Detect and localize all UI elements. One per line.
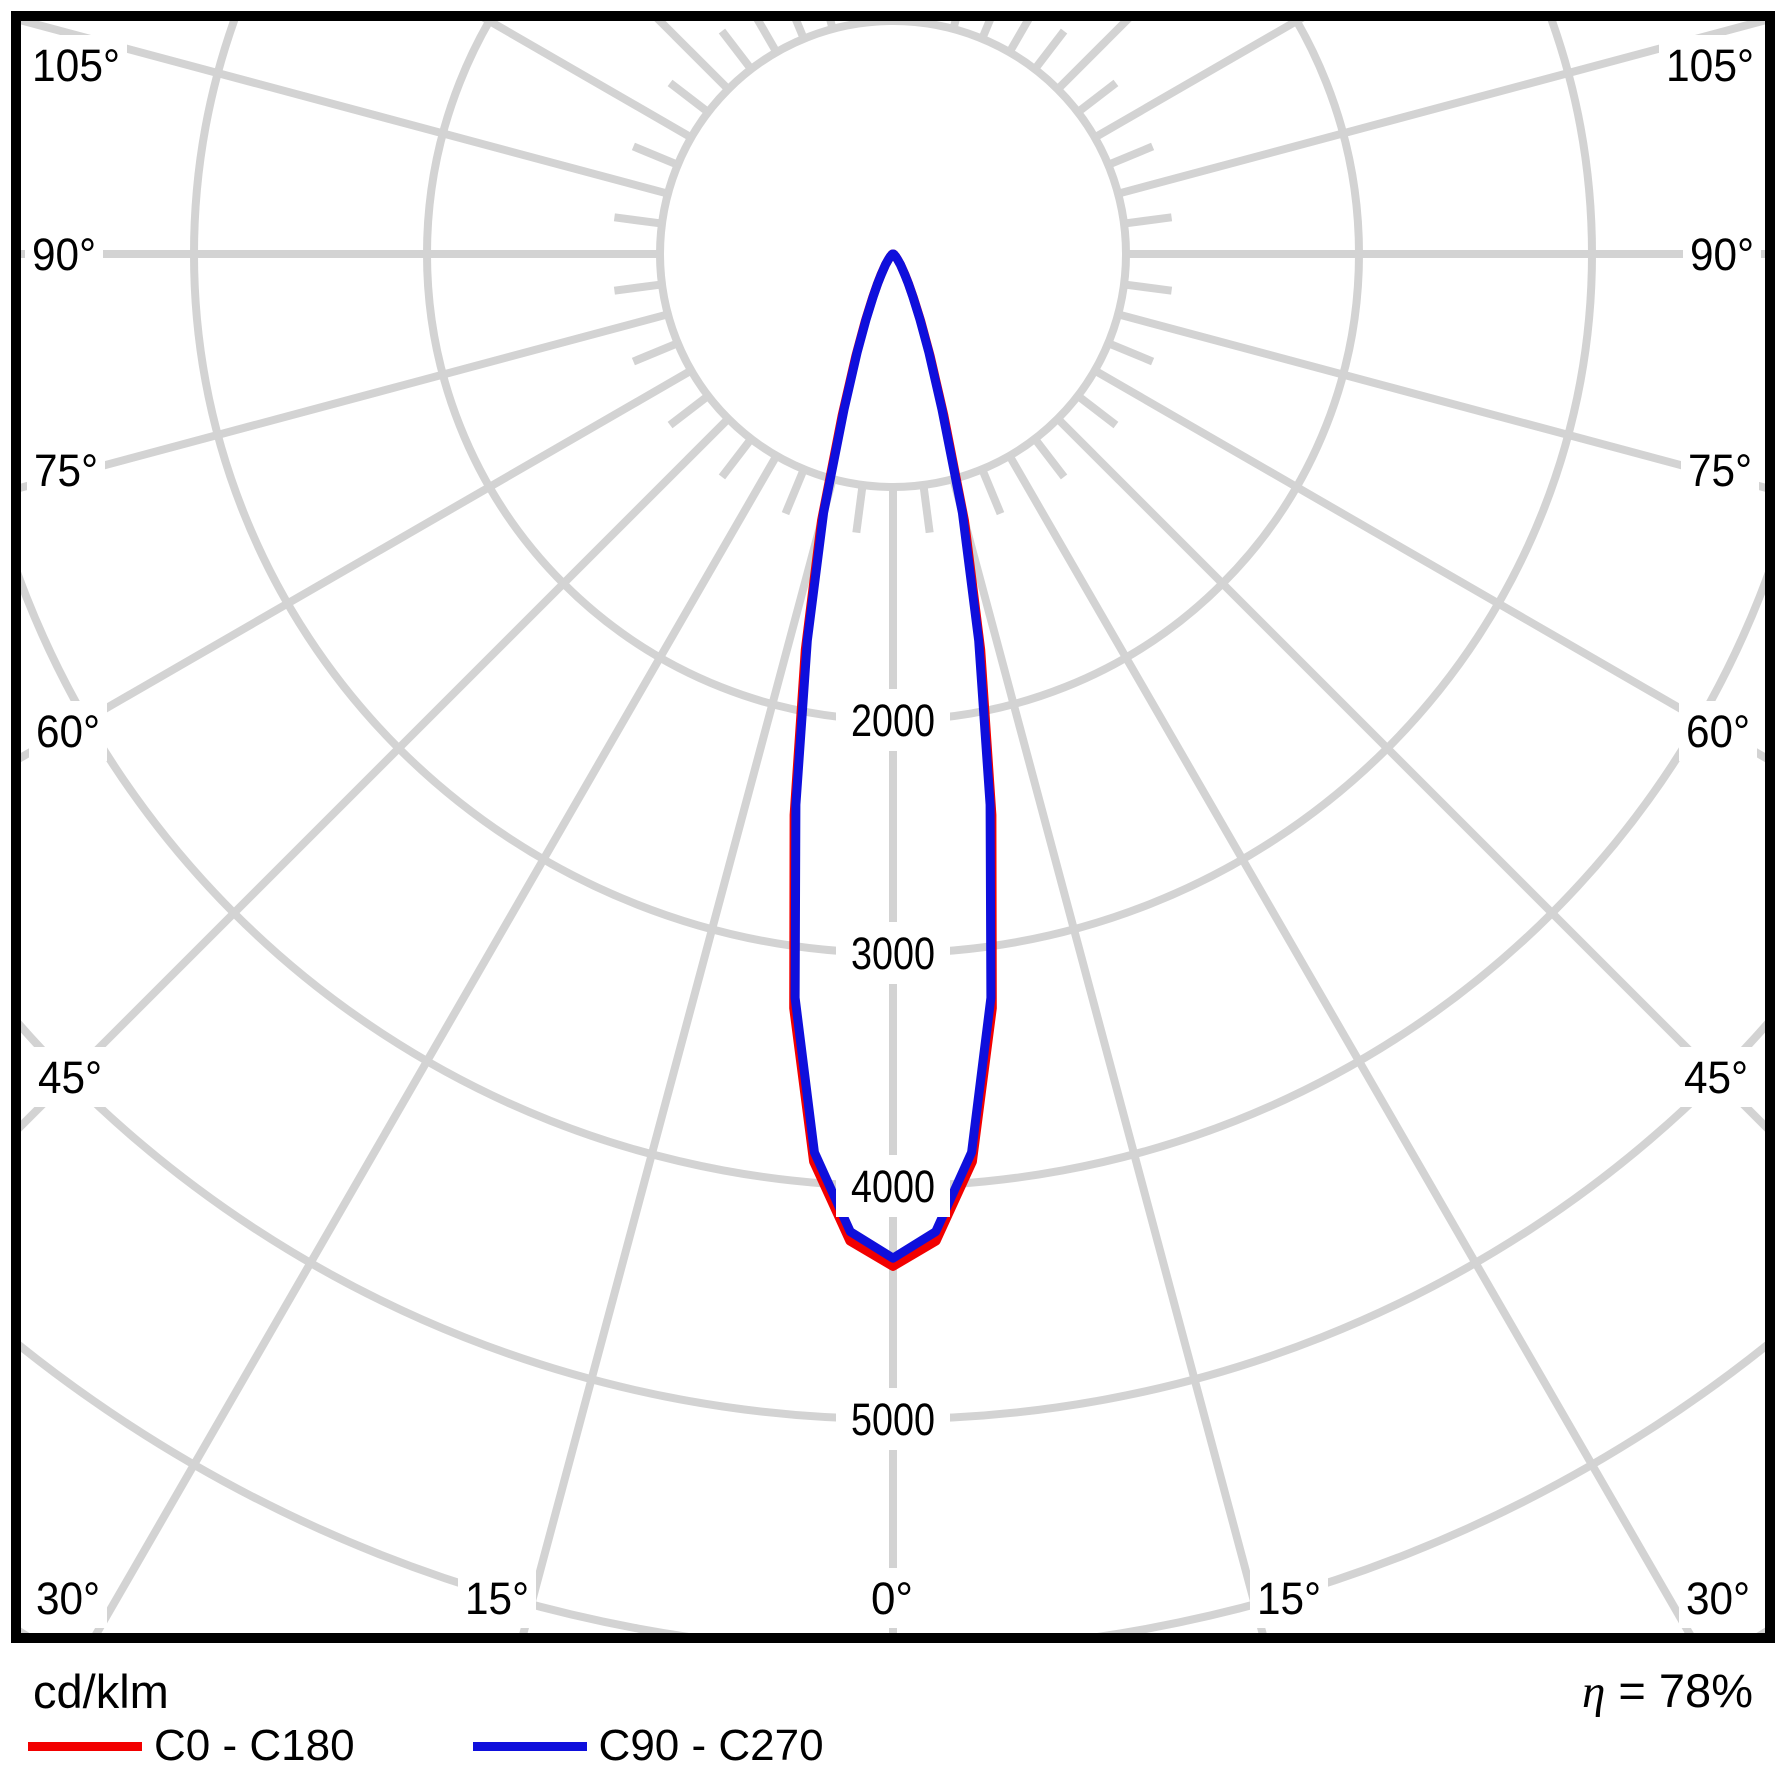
c0-c180-legend-line [28, 1742, 142, 1751]
angle-label-left-45°: 45° [38, 1052, 102, 1103]
minor-tick [1035, 31, 1064, 69]
minor-tick [1108, 343, 1152, 361]
minor-tick [1124, 284, 1172, 290]
c90-c270-legend-label: C90 - C270 [599, 1721, 824, 1771]
eta-value: = 78% [1605, 1664, 1753, 1717]
minor-tick [633, 343, 677, 361]
minor-tick [1078, 396, 1116, 425]
angle-label-bottom-2: 0° [871, 1573, 913, 1624]
spoke-75 [1118, 314, 1786, 720]
spoke-105 [1118, 0, 1786, 194]
angle-label-right-75°: 75° [1688, 445, 1752, 496]
spoke-315 [0, 419, 728, 1527]
minor-tick [633, 146, 677, 164]
ring-label-4000: 4000 [851, 1161, 935, 1212]
minor-tick [722, 439, 751, 477]
angle-label-bottom-0: 30° [36, 1573, 100, 1624]
angle-label-right-105°: 105° [1666, 40, 1754, 91]
spoke-285 [0, 314, 668, 720]
minor-tick [1035, 439, 1064, 477]
minor-tick [670, 83, 708, 112]
minor-tick [614, 217, 662, 223]
angle-label-right-45°: 45° [1684, 1052, 1748, 1103]
angle-label-bottom-3: 15° [1257, 1573, 1321, 1624]
minor-tick [670, 396, 708, 425]
ring-label-2000: 2000 [851, 695, 935, 746]
legend: C0 - C180 C90 - C270 [28, 1722, 942, 1770]
c0-c180-legend-label: C0 - C180 [154, 1721, 355, 1771]
minor-tick [856, 485, 862, 533]
efficiency-label: η = 78% [1582, 1663, 1753, 1719]
ring-label-3000: 3000 [851, 928, 935, 979]
unit-label: cd/klm [33, 1664, 169, 1719]
angle-label-bottom-4: 30° [1686, 1573, 1750, 1624]
minor-tick [614, 284, 662, 290]
minor-tick [982, 469, 1000, 513]
eta-symbol: η [1582, 1666, 1605, 1718]
minor-tick [1108, 146, 1152, 164]
angle-label-left-90°: 90° [32, 229, 96, 280]
angle-label-bottom-1: 15° [465, 1573, 529, 1624]
c90-c270-legend-line [473, 1742, 587, 1751]
minor-tick [923, 485, 929, 533]
minor-tick [785, 469, 803, 513]
minor-tick [1124, 217, 1172, 223]
angle-label-left-60°: 60° [36, 706, 100, 757]
angle-label-left-105°: 105° [32, 40, 120, 91]
spoke-255 [0, 0, 668, 194]
angle-label-left-75°: 75° [34, 445, 98, 496]
angle-label-right-60°: 60° [1686, 706, 1750, 757]
minor-tick [1078, 83, 1116, 112]
angle-label-right-90°: 90° [1690, 229, 1754, 280]
minor-tick [722, 31, 751, 69]
ring-label-5000: 5000 [851, 1394, 935, 1445]
spoke-45 [1058, 419, 1786, 1527]
